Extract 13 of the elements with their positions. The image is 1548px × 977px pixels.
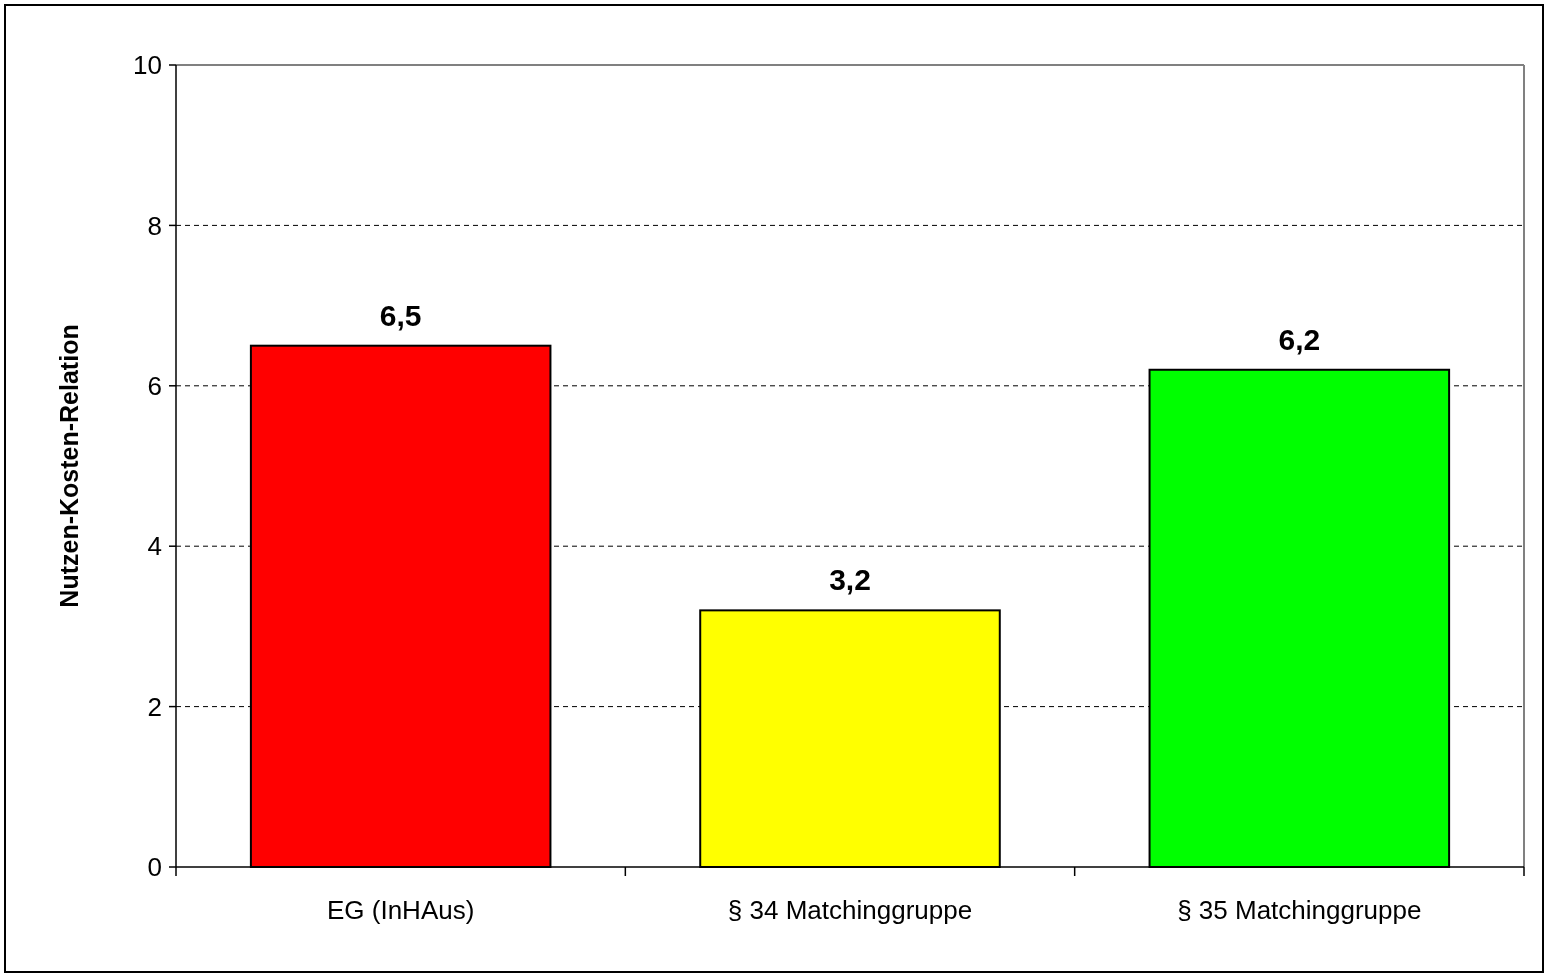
y-tick-label: 0 [147,852,162,883]
y-tick-label: 8 [147,210,162,241]
y-tick-label: 2 [147,691,162,722]
x-tick-label: § 35 Matchinggruppe [1177,895,1422,925]
data-label: 6,2 [1278,322,1321,356]
data-label: 6,5 [379,298,422,332]
data-label: 3,2 [829,563,871,597]
y-axis-title: Nutzen-Kosten-Relation [55,324,83,608]
y-tick-label: 4 [147,531,162,562]
y-tick-label: 6 [147,370,162,401]
x-tick-label: EG (InHAus) [326,895,475,925]
y-tick-label: 10 [133,50,162,81]
x-tick-label: § 34 Matchinggruppe [727,895,973,925]
